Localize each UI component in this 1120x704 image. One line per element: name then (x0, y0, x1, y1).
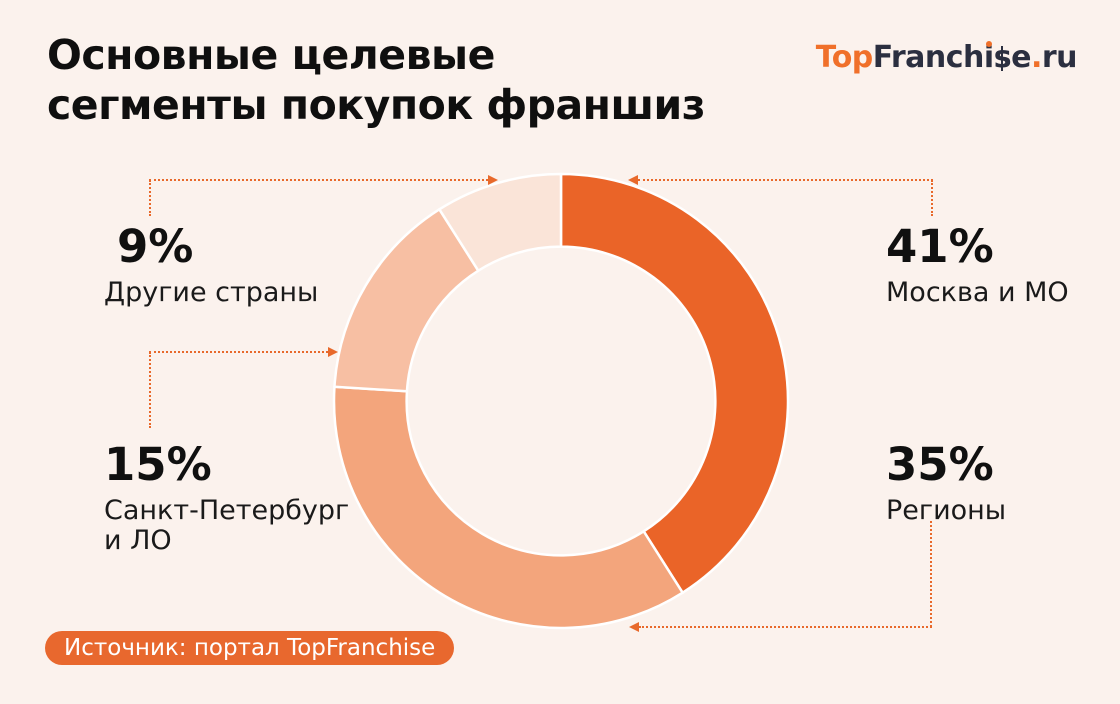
callout-regions: 35% Регионы (886, 442, 1006, 526)
connector-line-other-h (149, 179, 488, 181)
callout-label: Москва и МО (886, 277, 1069, 308)
connector-line-regions-h (639, 626, 932, 628)
donut-chart (332, 172, 790, 630)
logo-tld: ru (1041, 40, 1078, 75)
connector-line-spb-h (149, 351, 328, 353)
logo-dot: . (1030, 40, 1042, 75)
logo-letter-s-dollar: s (993, 40, 1012, 75)
connector-line-moscow-v (931, 180, 933, 216)
connector-arrow-regions-icon (629, 622, 639, 632)
source-badge: Источник: портал TopFranchise (45, 631, 455, 665)
donut-segment-2 (332, 385, 684, 630)
logo-text-top: Top (815, 40, 874, 75)
connector-line-moscow-h (638, 179, 933, 181)
callout-value: 35% (886, 438, 994, 491)
callout-spb: 15% Санкт-Петербург и ЛО (104, 442, 349, 556)
donut-segment-4 (438, 172, 563, 272)
connector-arrow-spb-icon (328, 347, 338, 357)
connector-arrow-moscow-icon (628, 175, 638, 185)
connector-line-spb-v (149, 352, 151, 428)
callout-value: 15% (104, 438, 212, 491)
callout-label: Другие страны (104, 277, 319, 308)
callout-other-countries: 9% Другие страны (104, 224, 318, 308)
topfranchise-logo: TopFranchise.ru (815, 40, 1078, 75)
callout-label: Санкт-Петербург и ЛО (104, 495, 350, 557)
logo-letter-e: e (1011, 40, 1031, 75)
callout-moscow: 41% Москва и МО (886, 224, 1069, 308)
title-line-2: сегменты покупок франшиз (47, 81, 706, 130)
page-title: Основные целевые сегменты покупок франши… (47, 30, 706, 130)
logo-letter-i: i (983, 40, 994, 75)
connector-arrow-other-icon (488, 175, 498, 185)
callout-label: Регионы (886, 495, 1007, 526)
connector-line-other-v (149, 180, 151, 216)
callout-label-line-1: Санкт-Петербург (104, 495, 350, 526)
title-line-1: Основные целевые (47, 31, 495, 79)
source-badge-text: Источник: портал TopFranchise (64, 635, 436, 661)
callout-value: 9% (117, 220, 194, 273)
logo-text-franch: Franch (872, 40, 985, 75)
connector-line-regions-v (930, 521, 932, 627)
callout-label-line-2: и ЛО (104, 525, 172, 557)
donut-segment-1 (559, 172, 790, 594)
callout-value: 41% (886, 220, 994, 273)
